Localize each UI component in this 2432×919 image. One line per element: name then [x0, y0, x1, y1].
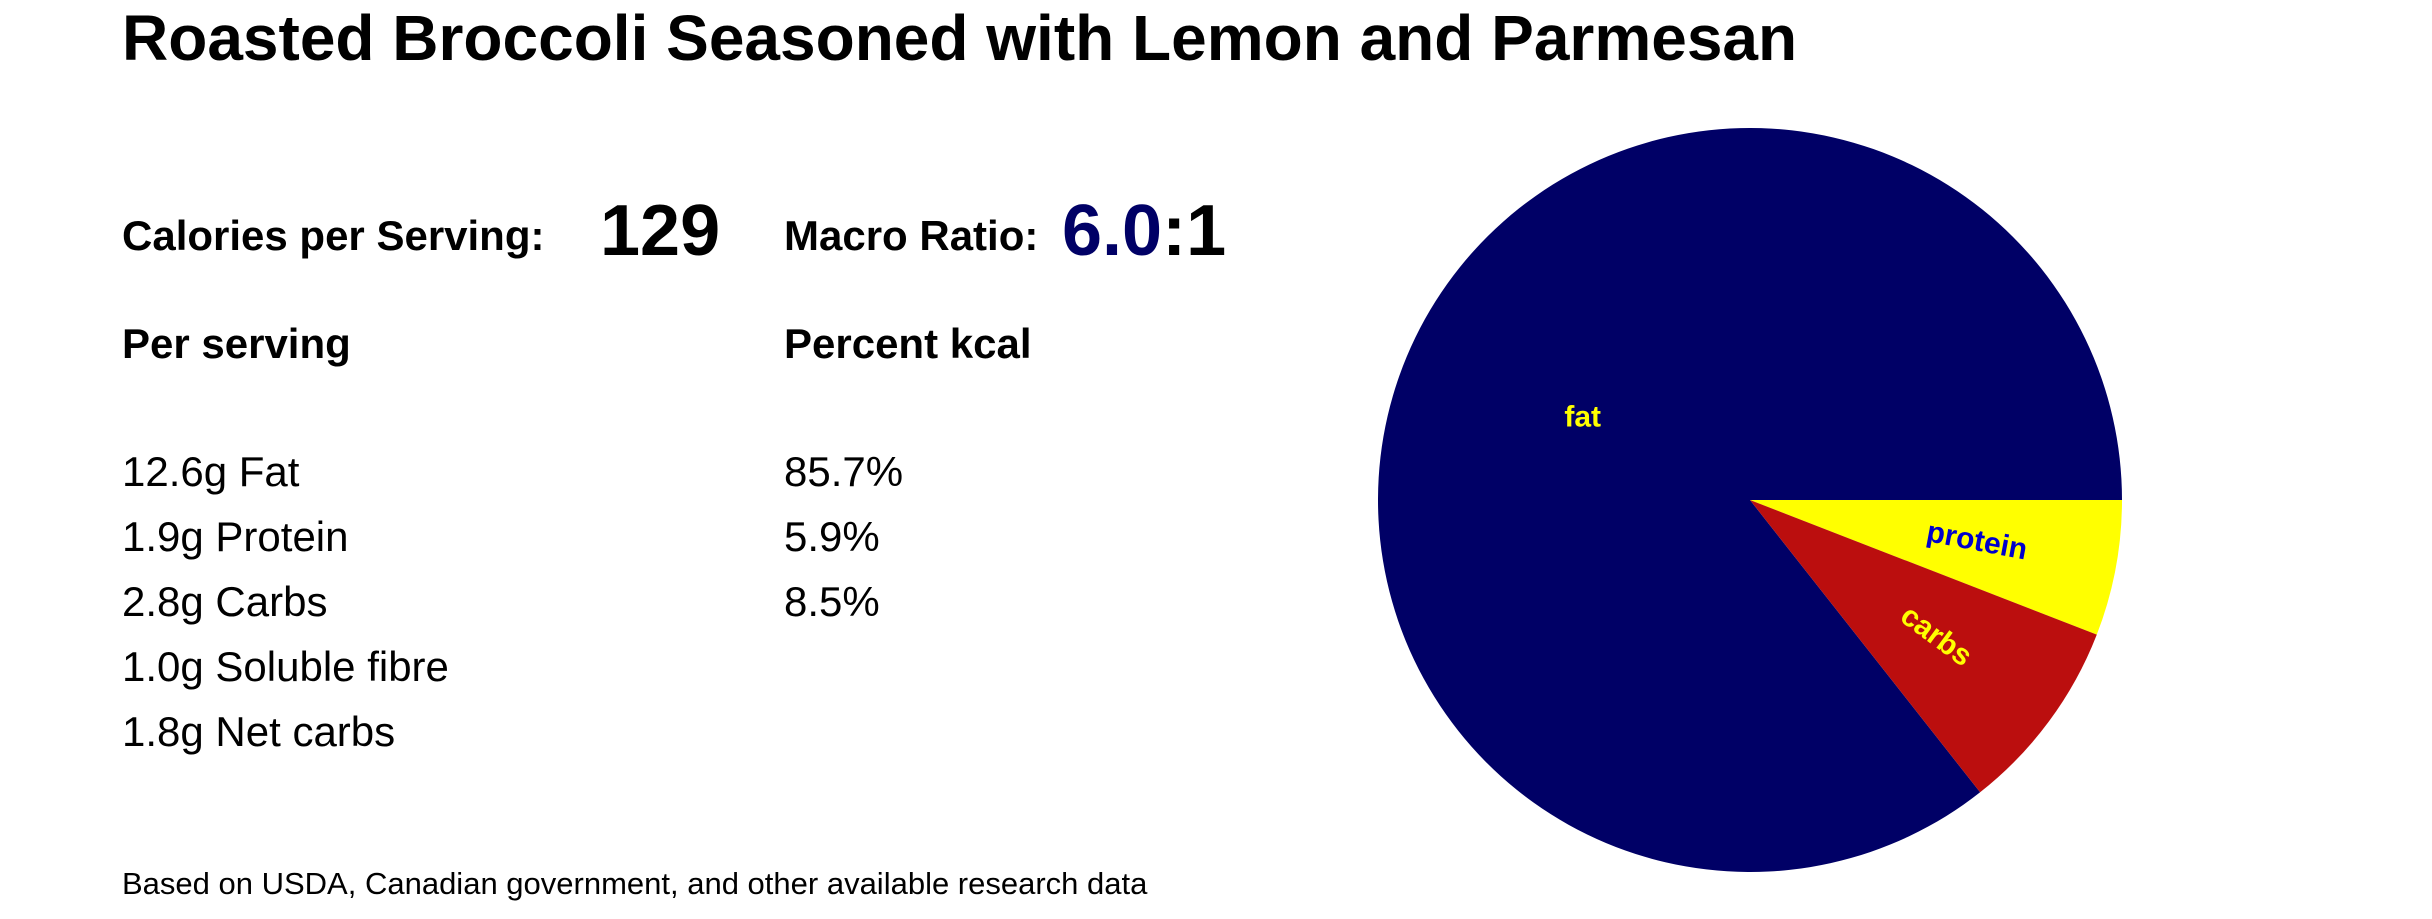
macro-ratio-suffix: :1 — [1162, 191, 1227, 271]
nutrient-net-carbs: 1.8g Net carbs — [122, 708, 396, 755]
page-title: Roasted Broccoli Seasoned with Lemon and… — [122, 2, 1798, 74]
pie-label-fat: fat — [1564, 401, 1601, 434]
macro-ratio-number: 6.0 — [1062, 191, 1163, 271]
macro-ratio-value: 6.0:1 — [1062, 190, 1226, 272]
nutrient-soluble-fibre: 1.0g Soluble fibre — [122, 643, 449, 690]
per-serving-heading: Per serving — [122, 320, 351, 367]
pie-slice-protein — [1750, 500, 2122, 635]
macro-ratio-label: Macro Ratio: — [784, 212, 1039, 259]
percent-kcal-heading: Percent kcal — [784, 320, 1032, 367]
nutrient-protein: 1.9g Protein — [122, 513, 349, 560]
nutrient-fat: 12.6g Fat — [122, 448, 300, 495]
percent-fat: 85.7% — [784, 448, 904, 495]
percent-protein: 5.9% — [784, 513, 880, 560]
percent-carbs: 8.5% — [784, 578, 880, 625]
calories-value: 129 — [600, 191, 721, 271]
pie-slice-carbs — [1750, 500, 2097, 793]
source-footnote: Based on USDA, Canadian government, and … — [122, 866, 1148, 901]
calories-label: Calories per Serving: — [122, 212, 545, 259]
pie-slice-fat — [1378, 128, 2122, 873]
nutrient-carbs: 2.8g Carbs — [122, 578, 328, 625]
